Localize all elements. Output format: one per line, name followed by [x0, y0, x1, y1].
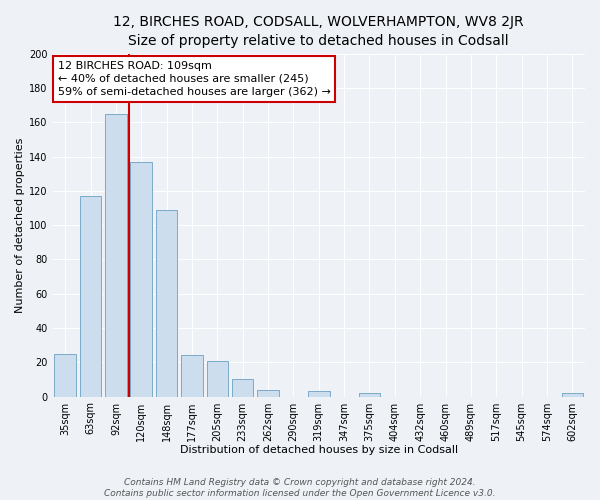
Bar: [206, 360, 228, 396]
Bar: [562, 393, 583, 396]
Bar: [232, 380, 253, 396]
Bar: [181, 356, 203, 397]
Bar: [80, 196, 101, 396]
Text: Contains HM Land Registry data © Crown copyright and database right 2024.
Contai: Contains HM Land Registry data © Crown c…: [104, 478, 496, 498]
Bar: [156, 210, 178, 396]
Text: 12 BIRCHES ROAD: 109sqm
← 40% of detached houses are smaller (245)
59% of semi-d: 12 BIRCHES ROAD: 109sqm ← 40% of detache…: [58, 60, 331, 97]
Bar: [257, 390, 279, 396]
X-axis label: Distribution of detached houses by size in Codsall: Distribution of detached houses by size …: [180, 445, 458, 455]
Title: 12, BIRCHES ROAD, CODSALL, WOLVERHAMPTON, WV8 2JR
Size of property relative to d: 12, BIRCHES ROAD, CODSALL, WOLVERHAMPTON…: [113, 15, 524, 48]
Bar: [308, 392, 329, 396]
Y-axis label: Number of detached properties: Number of detached properties: [15, 138, 25, 313]
Bar: [105, 114, 127, 397]
Bar: [130, 162, 152, 396]
Bar: [55, 354, 76, 397]
Bar: [359, 393, 380, 396]
